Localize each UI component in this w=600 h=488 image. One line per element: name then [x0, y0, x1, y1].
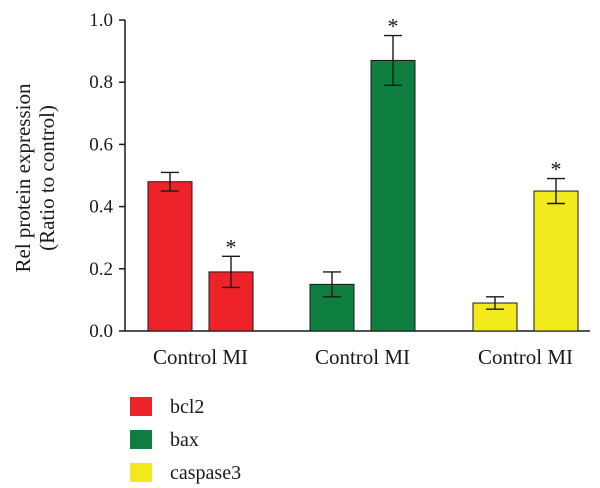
- bar: [370, 59, 416, 332]
- bar: [147, 181, 193, 332]
- y-tick-label: 0.2: [89, 259, 113, 280]
- y-tick-label: 0.8: [89, 72, 113, 93]
- significance-star: *: [551, 157, 562, 182]
- bar: [533, 190, 579, 332]
- y-axis-label-line-1: Rel protein expression: [11, 83, 35, 272]
- y-tick-label: 1.0: [89, 10, 113, 31]
- significance-star: *: [388, 14, 399, 39]
- y-axis-label: Rel protein expression (Ratio to control…: [11, 83, 59, 272]
- legend-swatch: [130, 397, 152, 416]
- category-label: Control MI: [315, 345, 410, 369]
- legend-label: bcl2: [170, 396, 204, 418]
- category-label: Control MI: [153, 345, 248, 369]
- category-label: Control MI: [478, 345, 573, 369]
- y-tick-label: 0.0: [89, 321, 113, 342]
- legend-label: caspase3: [170, 462, 241, 484]
- legend-label: bax: [170, 429, 199, 451]
- legend-swatch: [130, 430, 152, 449]
- y-tick-label: 0.6: [89, 134, 113, 155]
- significance-star: *: [226, 234, 237, 259]
- y-axis-label-line-2: (Ratio to control): [35, 105, 59, 251]
- legend-swatch: [130, 463, 152, 482]
- y-tick-label: 0.4: [89, 197, 113, 218]
